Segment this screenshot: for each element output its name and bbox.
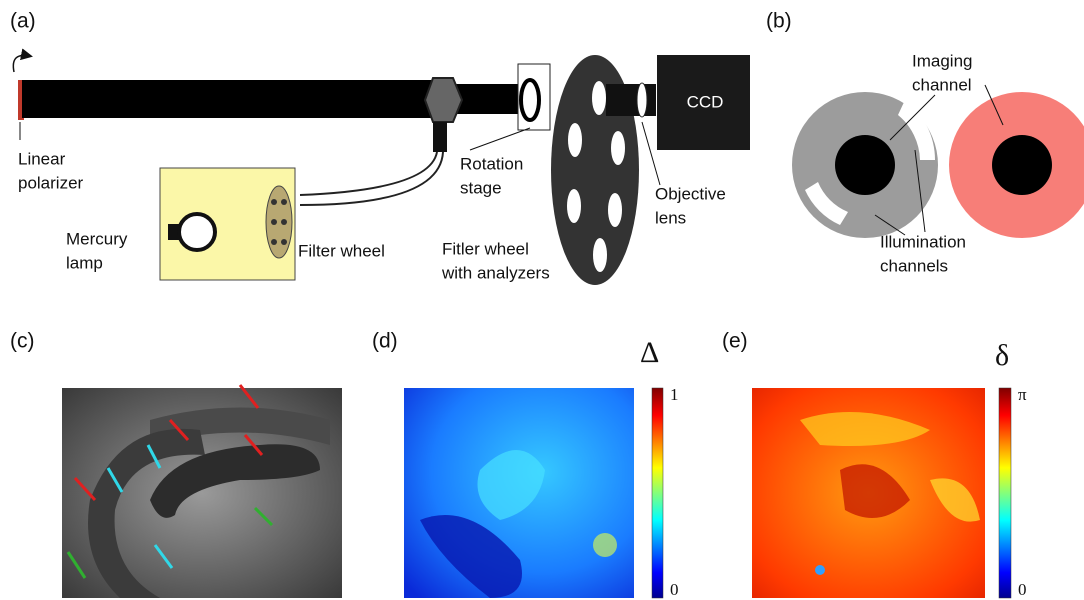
figure: (a) (b) (c) (d) (e) Δ δ 1 0 π 0 Linear po… — [0, 0, 1084, 600]
panel-tag: (c) — [10, 330, 35, 353]
label: Fitler wheel — [442, 239, 529, 258]
colorbar-tick: 1 — [670, 385, 679, 404]
panel-tag: (a) — [10, 10, 36, 33]
label: polarizer — [18, 173, 84, 192]
label: Filter wheel — [298, 241, 385, 260]
label: Imaging — [912, 51, 972, 70]
retardance-map — [404, 388, 663, 598]
label: CCD — [687, 92, 724, 111]
label: Objective — [655, 184, 726, 203]
label: Mercury — [66, 229, 128, 248]
grayscale-image — [62, 385, 342, 598]
label: Rotation — [460, 154, 523, 173]
colorbar-symbol: δ — [995, 339, 1009, 372]
label: channels — [880, 256, 948, 275]
label: Linear — [18, 149, 66, 168]
page: {"panel_a": {"tag": "(a)", "labels": [ {… — [0, 0, 1084, 600]
label: with analyzers — [441, 263, 550, 282]
panel-tag: (b) — [766, 10, 792, 33]
colorbar-tick: 0 — [670, 580, 679, 599]
panel-tag: (e) — [722, 330, 748, 353]
azimuth-map — [752, 388, 1011, 598]
label: lens — [655, 208, 686, 227]
label: Illumination — [880, 232, 966, 251]
label: stage — [460, 178, 502, 197]
catheter-diagram — [792, 85, 1084, 238]
label: lamp — [66, 253, 103, 272]
colorbar-symbol: Δ — [640, 336, 659, 369]
panel-tag: (d) — [372, 330, 398, 353]
colorbar-tick: 0 — [1018, 580, 1027, 599]
colorbar-tick: π — [1018, 385, 1027, 404]
label: channel — [912, 75, 972, 94]
